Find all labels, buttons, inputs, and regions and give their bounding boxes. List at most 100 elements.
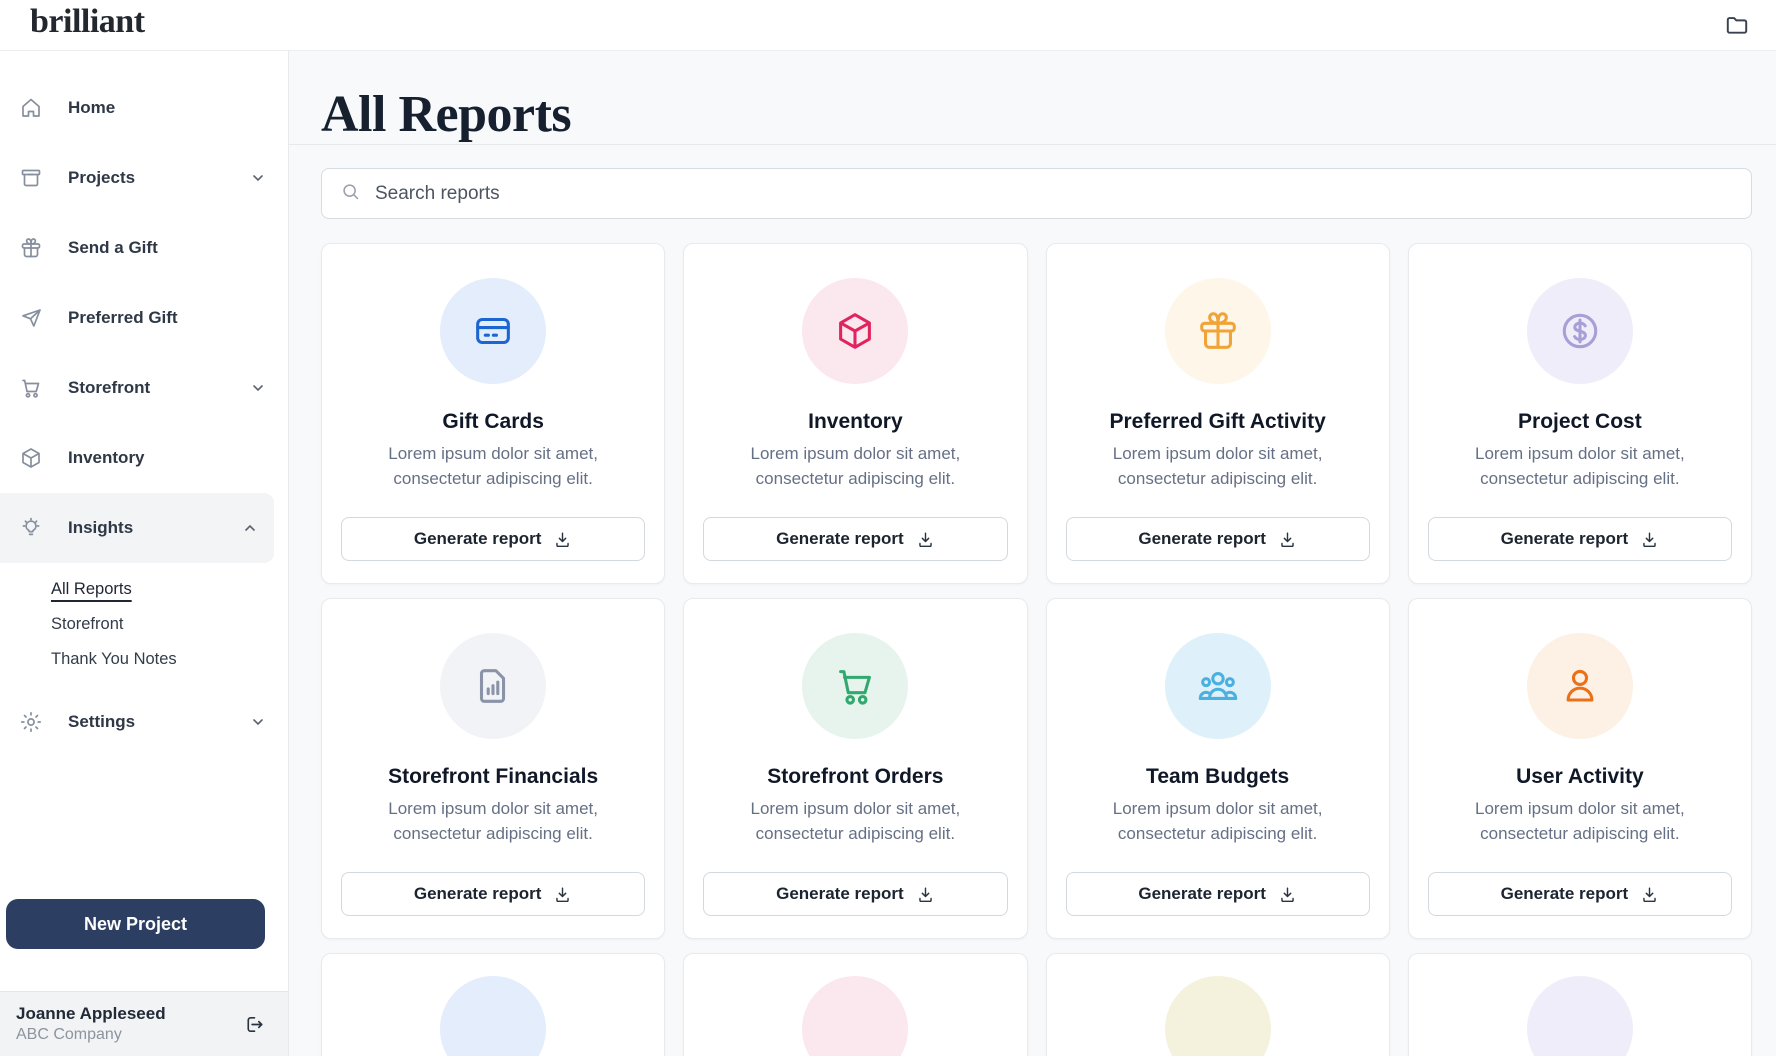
report-icon-circle: [1526, 976, 1633, 1056]
card-description: Lorem ipsum dolor sit amet, consectetur …: [1475, 799, 1685, 843]
gift-icon: [1164, 278, 1271, 384]
report-icon-circle: [1164, 976, 1271, 1056]
download-icon: [918, 886, 932, 902]
generate-report-label: Generate report: [413, 529, 542, 548]
logout-icon[interactable]: [243, 1013, 266, 1036]
user-company: ABC Company: [16, 1026, 122, 1043]
sidebar-nav: Home Projects: [0, 51, 288, 757]
generate-report-label: Generate report: [413, 884, 542, 903]
report-card-gift-cards: Gift Cards Lorem ipsum dolor sit amet, c…: [321, 243, 666, 584]
sidebar-item-label: Home: [68, 98, 116, 117]
report-card-partial: [321, 953, 666, 1056]
sidebar-subitem-thank-you-notes[interactable]: Thank You Notes: [51, 650, 177, 668]
report-card-partial: [683, 953, 1028, 1056]
download-icon: [1281, 886, 1294, 902]
shopping-cart-icon: [802, 633, 909, 739]
reports-grid: Gift Cards Lorem ipsum dolor sit amet, c…: [321, 243, 1752, 1056]
main-content: All Reports: [289, 51, 1776, 1056]
generate-report-label: Generate report: [1500, 884, 1629, 903]
generate-report-button[interactable]: Generate report: [1065, 872, 1370, 916]
credit-card-icon: [440, 278, 547, 384]
generate-report-label: Generate report: [776, 529, 904, 548]
search-input[interactable]: [375, 182, 1733, 205]
download-icon: [1643, 531, 1656, 547]
card-description: Lorem ipsum dolor sit amet, consectetur …: [1112, 444, 1323, 488]
sidebar-item-settings[interactable]: Settings: [0, 687, 288, 757]
card-title: Storefront Orders: [767, 765, 944, 788]
new-project-button[interactable]: New Project: [6, 899, 265, 949]
download-icon: [556, 531, 570, 547]
generate-report-button[interactable]: Generate report: [341, 517, 646, 561]
sidebar-item-preferred-gift[interactable]: Preferred Gift: [0, 283, 288, 353]
report-card-team-budgets: Team Budgets Lorem ipsum dolor sit amet,…: [1045, 598, 1390, 939]
generate-report-label: Generate report: [776, 884, 904, 903]
sidebar-item-home[interactable]: Home: [0, 73, 288, 143]
report-card-user-activity: User Activity Lorem ipsum dolor sit amet…: [1407, 598, 1752, 939]
top-bar: brilliant: [0, 0, 1776, 51]
generate-report-button[interactable]: Generate report: [1427, 872, 1732, 916]
sidebar-item-label: Preferred Gift: [68, 308, 178, 327]
card-description: Lorem ipsum dolor sit amet, consectetur …: [750, 444, 961, 488]
card-description: Lorem ipsum dolor sit amet, consectetur …: [750, 799, 961, 843]
sidebar-spacer: [0, 757, 288, 899]
download-icon: [556, 886, 570, 902]
chevron-down-icon: [250, 380, 266, 396]
report-card-project-cost: Project Cost Lorem ipsum dolor sit amet,…: [1407, 243, 1752, 584]
dollar-circle-icon: [1526, 278, 1633, 384]
card-title: Inventory: [808, 410, 903, 433]
sidebar-item-projects[interactable]: Projects: [0, 143, 288, 213]
report-card-inventory: Inventory Lorem ipsum dolor sit amet, co…: [683, 243, 1028, 584]
document-chart-icon: [440, 633, 547, 739]
generate-report-label: Generate report: [1500, 529, 1629, 548]
card-title: Storefront Financials: [388, 765, 599, 788]
gear-icon: [18, 710, 44, 734]
card-title: Gift Cards: [442, 410, 544, 433]
generate-report-button[interactable]: Generate report: [341, 872, 646, 916]
card-title: Team Budgets: [1146, 765, 1290, 788]
search-icon: [340, 181, 361, 207]
search-box: [321, 168, 1752, 219]
chevron-down-icon: [250, 714, 266, 730]
person-icon: [1526, 633, 1633, 739]
sidebar-item-label: Projects: [68, 168, 136, 187]
sidebar-subitem-storefront[interactable]: Storefront: [51, 615, 124, 633]
user-meta: Joanne Appleseed ABC Company: [16, 1004, 166, 1044]
download-icon: [1281, 531, 1294, 547]
sidebar-item-label: Inventory: [68, 448, 145, 467]
sidebar-item-label: Insights: [68, 518, 134, 537]
download-icon: [918, 531, 932, 547]
user-footer: Joanne Appleseed ABC Company: [0, 991, 288, 1056]
generate-report-button[interactable]: Generate report: [1065, 517, 1370, 561]
card-title: Project Cost: [1518, 410, 1642, 433]
generate-report-button[interactable]: Generate report: [703, 517, 1008, 561]
download-icon: [1643, 886, 1656, 902]
report-icon-circle: [802, 976, 909, 1056]
sidebar-subitem-all-reports[interactable]: All Reports: [51, 580, 132, 598]
report-card-partial: [1045, 953, 1390, 1056]
sidebar-item-inventory[interactable]: Inventory: [0, 423, 288, 493]
chevron-down-icon: [250, 170, 266, 186]
chevron-up-icon: [242, 520, 258, 536]
report-card-preferred-gift-activity: Preferred Gift Activity Lorem ipsum dolo…: [1045, 243, 1390, 584]
report-icon-circle: [440, 976, 547, 1056]
generate-report-button[interactable]: Generate report: [703, 872, 1008, 916]
sidebar-item-storefront[interactable]: Storefront: [0, 353, 288, 423]
sidebar-item-label: Send a Gift: [68, 238, 158, 257]
gift-icon: [18, 236, 44, 260]
sidebar-item-send-a-gift[interactable]: Send a Gift: [0, 213, 288, 283]
shopping-cart-icon: [18, 376, 44, 400]
insights-sub-list: All Reports Storefront Thank You Notes: [0, 563, 288, 677]
sidebar-item-insights[interactable]: Insights: [0, 493, 274, 563]
folder-icon[interactable]: [1724, 12, 1750, 38]
cube-icon: [18, 446, 44, 470]
team-icon: [1164, 633, 1271, 739]
card-description: Lorem ipsum dolor sit amet, consectetur …: [388, 799, 598, 843]
brand-logo: brilliant: [30, 3, 145, 40]
sidebar-item-label: Storefront: [68, 378, 151, 397]
generate-report-button[interactable]: Generate report: [1427, 517, 1732, 561]
card-description: Lorem ipsum dolor sit amet, consectetur …: [1112, 799, 1323, 843]
report-card-storefront-financials: Storefront Financials Lorem ipsum dolor …: [321, 598, 666, 939]
card-description: Lorem ipsum dolor sit amet, consectetur …: [1475, 444, 1685, 488]
reports-content: Gift Cards Lorem ipsum dolor sit amet, c…: [289, 145, 1776, 1056]
user-name: Joanne Appleseed: [16, 1004, 166, 1023]
